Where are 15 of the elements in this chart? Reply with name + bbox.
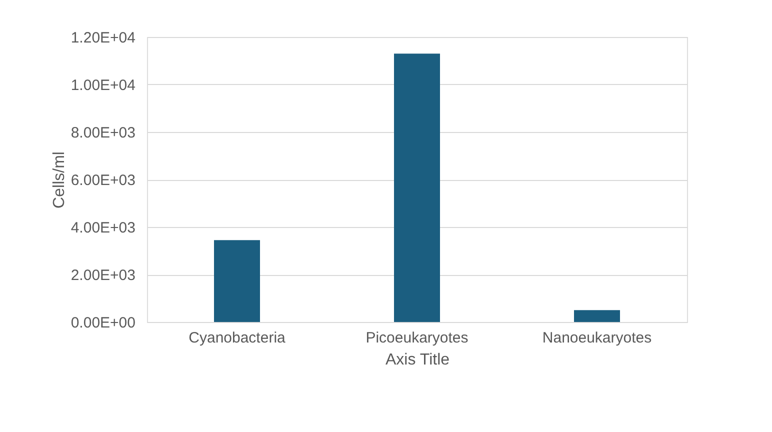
x-tick-label: Nanoeukaryotes	[542, 330, 652, 346]
bar	[394, 54, 440, 322]
x-tick-label: Picoeukaryotes	[366, 330, 468, 346]
y-tick-label: 6.00E+03	[70, 172, 136, 189]
bar	[214, 240, 260, 322]
y-tick-label: 8.00E+03	[70, 124, 136, 142]
x-axis-title: Axis Title	[385, 352, 450, 368]
y-axis-title: Cells/ml	[50, 152, 68, 208]
y-tick-label: 1.20E+04	[70, 30, 136, 46]
bar	[574, 310, 620, 322]
x-tick-label: Cyanobacteria	[188, 330, 286, 346]
y-tick-label: 1.00E+04	[70, 77, 136, 94]
y-tick-label: 0.00E+00	[70, 314, 136, 332]
y-tick-label: 2.00E+03	[70, 267, 136, 284]
y-tick-label: 4.00E+03	[70, 220, 136, 236]
